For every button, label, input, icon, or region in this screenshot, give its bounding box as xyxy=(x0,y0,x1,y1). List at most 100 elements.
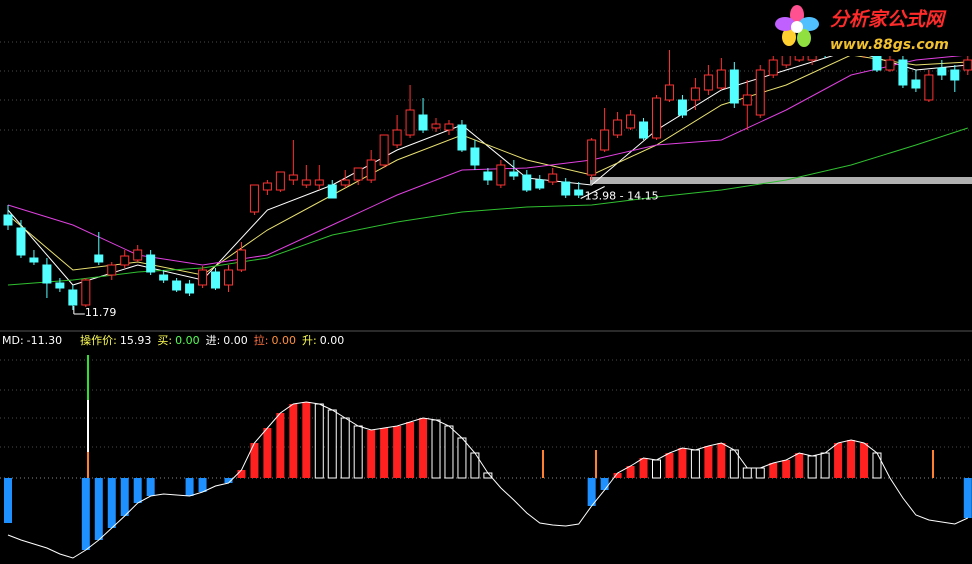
candle-body xyxy=(781,54,791,66)
candle-body xyxy=(535,179,545,189)
ma-line xyxy=(7,127,968,286)
candle-body xyxy=(483,171,493,181)
histogram-bar xyxy=(419,418,428,478)
candle-body xyxy=(703,74,713,91)
header-name: 升: xyxy=(302,334,317,347)
candle-body xyxy=(405,109,415,136)
histogram-bar xyxy=(678,448,687,478)
histogram-bar xyxy=(81,478,90,550)
histogram-bar xyxy=(380,428,389,478)
candle-body xyxy=(431,123,441,129)
candle-body xyxy=(716,69,726,89)
candle-body xyxy=(159,274,169,281)
candle-body xyxy=(522,174,532,191)
ma-line xyxy=(7,49,968,286)
histogram-bar xyxy=(367,430,376,478)
candle-body xyxy=(937,67,947,76)
histogram-bar xyxy=(198,478,207,492)
candle-body xyxy=(561,181,571,196)
histogram-bar xyxy=(406,422,415,478)
histogram-bar xyxy=(847,440,856,478)
candle-body xyxy=(911,79,921,89)
histogram-bar xyxy=(782,460,791,478)
candle-body xyxy=(340,179,350,186)
ma-line xyxy=(7,54,968,276)
indicator-line xyxy=(7,401,969,559)
candle-body xyxy=(29,257,39,263)
histogram-bar xyxy=(704,446,713,478)
candle-body xyxy=(963,59,972,71)
candle-body xyxy=(587,139,597,176)
candle-body xyxy=(94,254,104,263)
candle-body xyxy=(950,69,960,81)
candle-body xyxy=(42,264,52,284)
histogram-bar xyxy=(807,455,817,479)
histogram-bar xyxy=(457,437,467,479)
candle-body xyxy=(249,184,259,213)
histogram-bar xyxy=(314,403,324,479)
indicator-pane: MD: -11.30 操作价: 15.93 买: 0.00 进: 0.00 拉: 0.00 升: 0.… xyxy=(2,333,972,559)
candle-body xyxy=(327,184,337,199)
candle-body xyxy=(639,121,649,139)
candle-body xyxy=(664,84,674,101)
histogram-bar xyxy=(393,426,402,478)
histogram-bar xyxy=(94,478,103,540)
header-value: 0.00 xyxy=(272,334,297,347)
histogram-bar xyxy=(276,413,285,478)
histogram-bar xyxy=(834,443,843,478)
logo-title: 分析家公式网 xyxy=(830,9,947,31)
histogram-bar xyxy=(4,478,12,523)
low-label: 11.79 xyxy=(85,306,117,319)
logo-flower xyxy=(775,5,819,47)
logo-url: www.88gs.com xyxy=(830,37,949,53)
candle-body xyxy=(55,282,65,289)
candle-body xyxy=(366,159,376,181)
candle-body xyxy=(509,171,519,177)
histogram-bar xyxy=(626,466,635,478)
candle-body xyxy=(392,129,402,146)
candle-body xyxy=(613,119,623,136)
candle-body xyxy=(133,249,143,261)
header-value: 15.93 xyxy=(120,334,152,347)
candle-body xyxy=(211,271,221,289)
candle-body xyxy=(172,280,182,291)
histogram-bar xyxy=(755,467,765,479)
candle-body xyxy=(288,174,298,181)
histogram-bar xyxy=(340,417,350,479)
header-name: MD: xyxy=(2,334,24,347)
histogram-bar xyxy=(665,453,674,478)
histogram-bar xyxy=(872,452,882,479)
candle-body xyxy=(16,227,26,256)
header-name: 拉: xyxy=(254,333,269,347)
histogram-bar xyxy=(613,473,622,478)
histogram-bar xyxy=(250,443,259,478)
candle-body xyxy=(652,97,661,139)
histogram-bar xyxy=(353,425,363,479)
histogram-bar xyxy=(652,459,661,479)
candle-body xyxy=(898,59,908,86)
candle-body xyxy=(418,114,428,131)
range-pointer xyxy=(580,186,605,199)
candle-body xyxy=(470,147,480,166)
histogram-bar xyxy=(639,458,648,478)
candle-body xyxy=(626,114,636,129)
histogram-bar xyxy=(742,467,752,479)
histogram-bar xyxy=(717,443,726,478)
grid xyxy=(0,41,972,479)
candle-body xyxy=(729,69,739,104)
candle-body xyxy=(185,283,195,294)
histogram-bar xyxy=(820,452,830,479)
logo: 分析家公式网 www.88gs.com xyxy=(768,0,972,56)
candle-body xyxy=(690,87,700,101)
histogram-bar xyxy=(289,404,298,478)
candle-body xyxy=(768,59,778,76)
candle-body xyxy=(236,249,246,271)
candle-body xyxy=(600,129,610,151)
histogram-bar xyxy=(860,443,869,478)
header-name: 买: xyxy=(157,334,172,347)
signals xyxy=(87,355,934,478)
histogram-bar xyxy=(431,419,441,479)
candle-body xyxy=(223,269,233,286)
candle-body xyxy=(353,167,363,181)
